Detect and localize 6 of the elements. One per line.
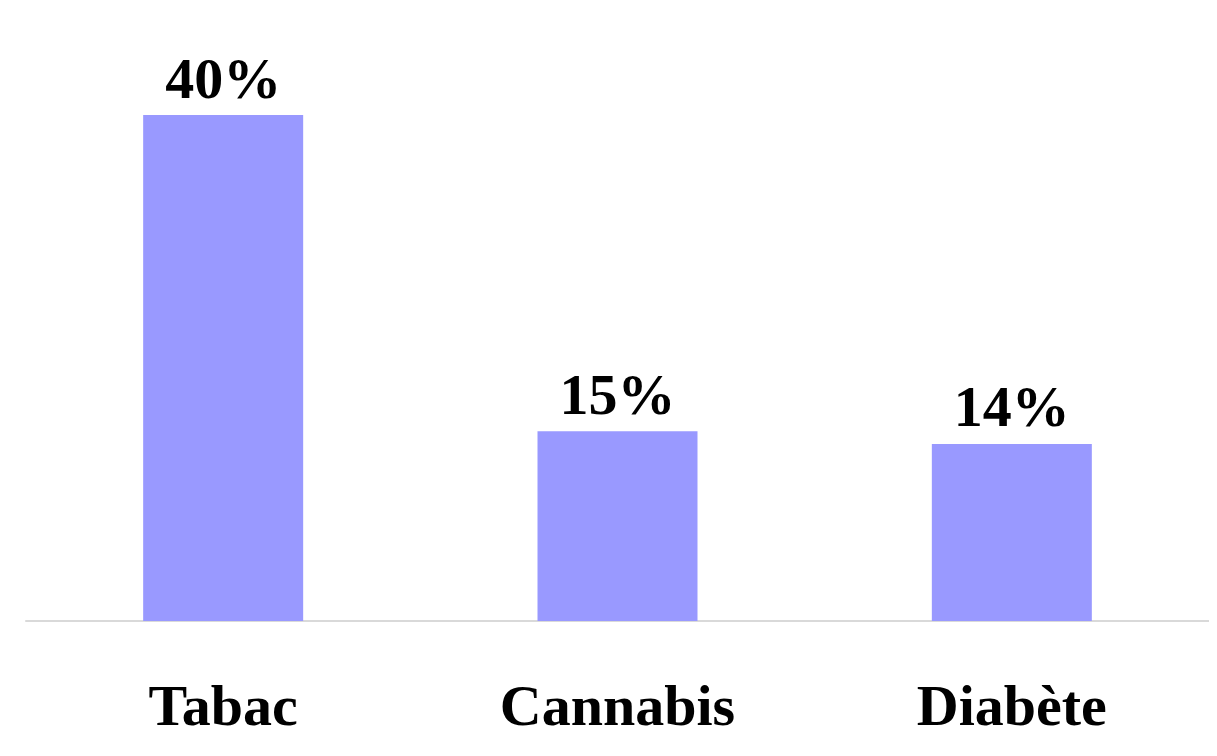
data-label: 40% [165, 45, 282, 111]
x-tick-label: Diabète [916, 672, 1107, 738]
data-label: 15% [559, 361, 676, 427]
data-label: 14% [953, 374, 1070, 440]
x-tick-label: Cannabis [499, 672, 736, 738]
x-tick-label: Tabac [148, 672, 298, 738]
